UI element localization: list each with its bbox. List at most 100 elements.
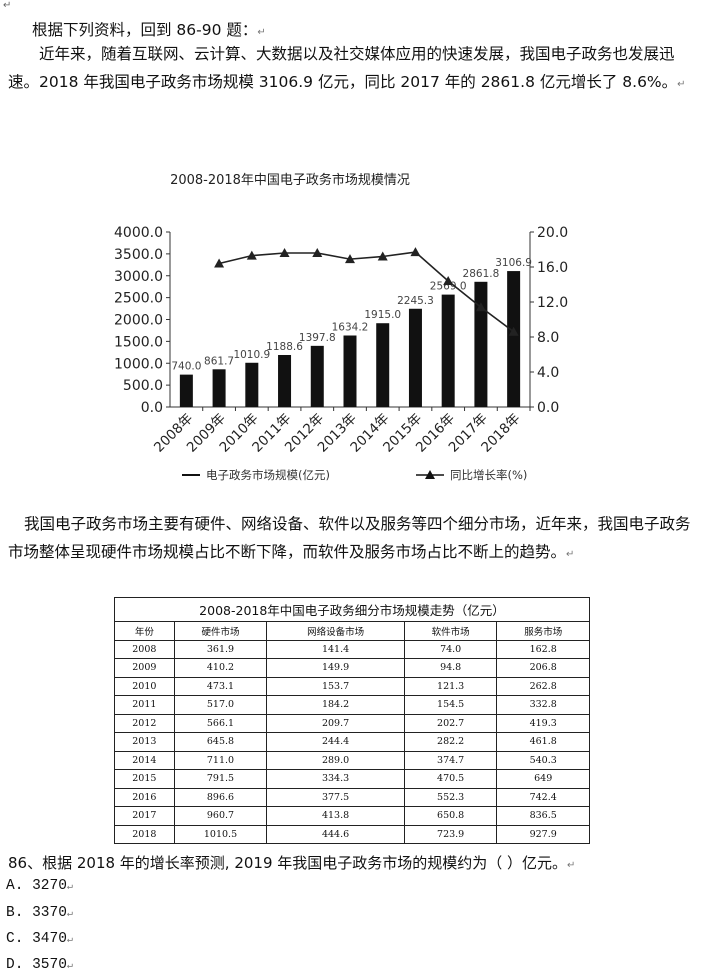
bar-value-label: 1397.8 bbox=[299, 332, 336, 344]
table-cell: 361.9 bbox=[173, 639, 268, 659]
legend-line-label: 同比增长率(%) bbox=[450, 468, 527, 482]
table-header-row: 年份 硬件市场 网络设备市场 软件市场 服务市场 bbox=[114, 621, 590, 641]
bar-2016年 bbox=[441, 294, 455, 407]
bar-value-label: 1915.0 bbox=[364, 309, 401, 321]
table-header: 服务市场 bbox=[496, 621, 590, 641]
intro-paragraph: 近年来，随着互联网、云计算、大数据以及社交媒体应用的快速发展，我国电子政务也发展… bbox=[8, 40, 703, 99]
table-cell-year: 2013 bbox=[114, 732, 175, 752]
growth-rate-line bbox=[218, 251, 515, 333]
segment-paragraph-text: 我国电子政务市场主要有硬件、网络设备、软件以及服务等四个细分市场，近年来，我国电… bbox=[8, 515, 691, 561]
bar-2015年 bbox=[408, 308, 422, 407]
paragraph-mark: ↵ bbox=[66, 935, 73, 946]
option-b[interactable]: B. 3370↵ bbox=[6, 905, 73, 921]
table-cell: 1010.5 bbox=[173, 824, 268, 844]
y-right-tick-label: 16.0 bbox=[537, 260, 568, 276]
table-cell-year: 2010 bbox=[114, 676, 175, 696]
question-text: 86、根据 2018 年的增长率预测, 2019 年我国电子政务市场的规模约为（… bbox=[8, 854, 568, 872]
option-d[interactable]: D. 3570↵ bbox=[6, 957, 73, 973]
table-cell: 723.9 bbox=[403, 824, 498, 844]
bar-value-label: 1010.9 bbox=[233, 349, 270, 361]
y-left-tick-label: 2500.0 bbox=[114, 291, 163, 307]
growth-rate-point bbox=[377, 251, 388, 261]
table-cell: 461.8 bbox=[496, 732, 590, 752]
segment-table: 2008-2018年中国电子政务细分市场规模走势（亿元） 年份 硬件市场 网络设… bbox=[114, 597, 590, 844]
bar-2012年 bbox=[310, 345, 324, 407]
table-cell-year: 2014 bbox=[114, 750, 175, 770]
table-cell: 742.4 bbox=[496, 787, 590, 807]
table-row: 2015 791.5 334.3 470.5 649 bbox=[114, 769, 590, 789]
table-row: 2009 410.2 149.9 94.8 206.8 bbox=[114, 658, 590, 678]
option-a[interactable]: A. 3270↵ bbox=[6, 878, 73, 894]
paragraph-mark: ↵ bbox=[257, 27, 266, 38]
table-cell: 473.1 bbox=[173, 676, 268, 696]
table-cell: 154.5 bbox=[403, 695, 498, 715]
bar-2010年 bbox=[245, 362, 259, 407]
bar-2013年 bbox=[343, 335, 357, 407]
table-cell: 282.2 bbox=[403, 732, 498, 752]
table-cell: 374.7 bbox=[403, 750, 498, 770]
table-cell-year: 2015 bbox=[114, 769, 175, 789]
bar-value-label: 1188.6 bbox=[266, 341, 303, 353]
table-body: 2008 361.9 141.4 74.0 162.8 2009 410.2 149.9 94.… bbox=[114, 639, 590, 844]
table-cell: 332.8 bbox=[496, 695, 590, 715]
table-row: 2013 645.8 244.4 282.2 461.8 bbox=[114, 732, 590, 752]
table-cell-year: 2012 bbox=[114, 713, 175, 733]
bar-2008年 bbox=[179, 374, 193, 407]
growth-rate-point bbox=[475, 302, 486, 312]
table-cell: 141.4 bbox=[266, 639, 405, 659]
table-cell: 262.8 bbox=[496, 676, 590, 696]
table-cell: 74.0 bbox=[403, 639, 498, 659]
table-cell: 552.3 bbox=[403, 787, 498, 807]
paragraph-mark: ↵ bbox=[66, 882, 73, 893]
option-c[interactable]: C. 3470↵ bbox=[6, 931, 73, 947]
bar-value-label: 2861.8 bbox=[463, 268, 500, 280]
table-cell: 927.9 bbox=[496, 824, 590, 844]
table-cell: 419.3 bbox=[496, 713, 590, 733]
y-right-tick-label: 12.0 bbox=[537, 295, 568, 311]
table-cell-year: 2016 bbox=[114, 787, 175, 807]
intro-line: 根据下列资料，回到 86-90 题：↵ bbox=[8, 16, 703, 47]
y-left-tick-label: 4000.0 bbox=[114, 225, 163, 241]
y-left-tick-label: 1000.0 bbox=[114, 356, 163, 372]
table-cell: 162.8 bbox=[496, 639, 590, 659]
table-cell: 377.5 bbox=[266, 787, 405, 807]
table-cell: 896.6 bbox=[173, 787, 268, 807]
table-row: 2014 711.0 289.0 374.7 540.3 bbox=[114, 750, 590, 770]
option-text: A. 3270 bbox=[6, 878, 67, 894]
table-header: 网络设备市场 bbox=[266, 621, 405, 641]
table-row: 2018 1010.5 444.6 723.9 927.9 bbox=[114, 824, 590, 844]
y-left-tick-label: 2000.0 bbox=[114, 313, 163, 329]
growth-rate-point bbox=[246, 250, 257, 260]
table-cell: 791.5 bbox=[173, 769, 268, 789]
table-cell: 645.8 bbox=[173, 732, 268, 752]
y-right-tick-label: 20.0 bbox=[537, 225, 568, 241]
table-cell-year: 2018 bbox=[114, 824, 175, 844]
paragraph-mark: ↵ bbox=[677, 79, 686, 90]
table-cell: 413.8 bbox=[266, 806, 405, 826]
paragraph-mark: ↵ bbox=[3, 0, 12, 11]
bar-value-label: 861.7 bbox=[204, 355, 234, 367]
table-row: 2016 896.6 377.5 552.3 742.4 bbox=[114, 787, 590, 807]
table-cell-year: 2017 bbox=[114, 806, 175, 826]
y-right-tick-label: 0.0 bbox=[537, 400, 559, 416]
table-header: 硬件市场 bbox=[173, 621, 268, 641]
growth-rate-point bbox=[214, 258, 225, 268]
option-text: B. 3370 bbox=[6, 905, 67, 921]
bar-value-label: 1634.2 bbox=[332, 322, 369, 334]
chart-title: 2008-2018年中国电子政务市场规模情况 bbox=[170, 172, 410, 188]
table-header: 年份 bbox=[114, 621, 175, 641]
table-cell: 121.3 bbox=[403, 676, 498, 696]
table-cell: 650.8 bbox=[403, 806, 498, 826]
growth-rate-point bbox=[443, 276, 454, 285]
bar-2014年 bbox=[376, 323, 390, 407]
table-row: 2017 960.7 413.8 650.8 836.5 bbox=[114, 806, 590, 826]
legend-triangle-icon bbox=[425, 470, 435, 479]
market-size-chart: 2008-2018年中国电子政务市场规模情况 0.0 500.0 1000.0 1500… bbox=[114, 172, 568, 482]
table-cell: 410.2 bbox=[173, 658, 268, 678]
growth-rate-point bbox=[312, 248, 323, 257]
table-cell: 566.1 bbox=[173, 713, 268, 733]
paragraph-mark: ↵ bbox=[66, 909, 73, 920]
table-cell: 836.5 bbox=[496, 806, 590, 826]
table-cell: 206.8 bbox=[496, 658, 590, 678]
y-right-tick-label: 4.0 bbox=[537, 365, 559, 381]
